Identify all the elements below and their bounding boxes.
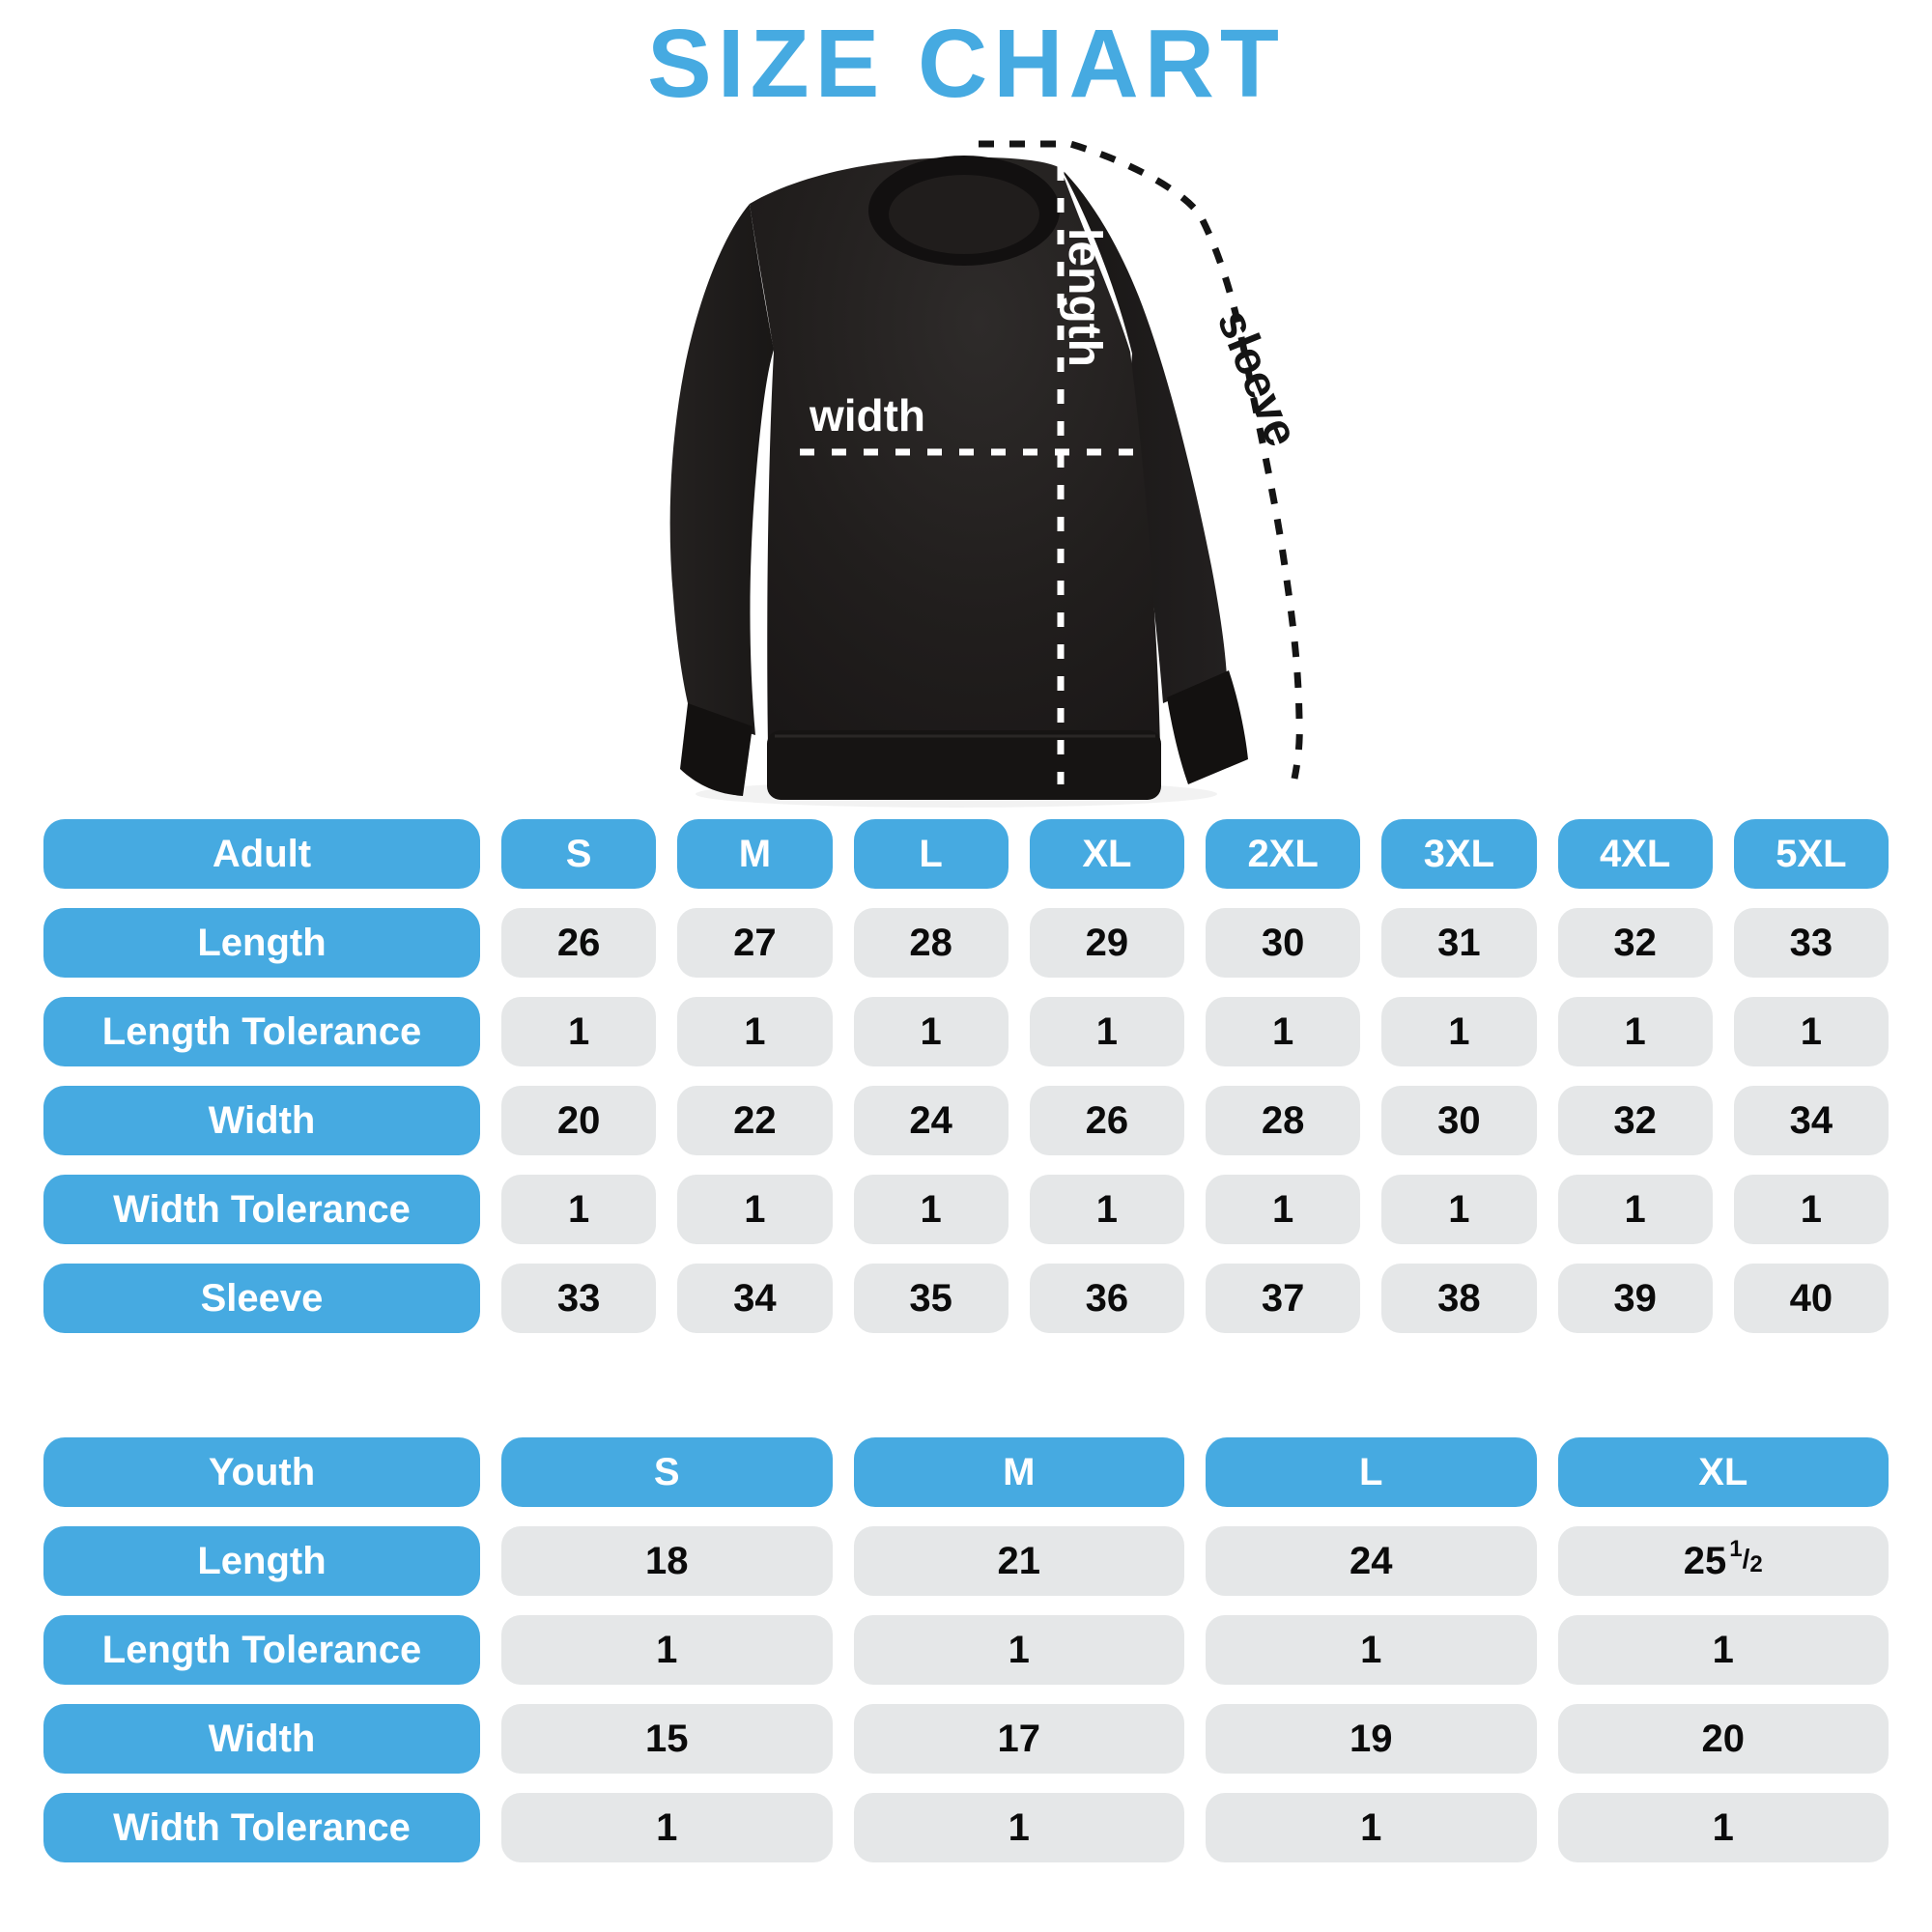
size-cell: 26 [1029,1086,1184,1155]
adult-size-header-xl: XL [1029,819,1184,889]
adult-size-table: Adult S M L XL 2XL 3XL 4XL 5XL Length 26… [43,819,1889,1333]
adult-size-header-l: L [853,819,1009,889]
size-cell: 20 [1557,1704,1889,1774]
size-cell: 39 [1557,1264,1713,1333]
youth-width-tolerance-row-label: Width Tolerance [43,1793,480,1862]
size-cell: 1 [677,1175,833,1244]
size-cell: 40 [1733,1264,1889,1333]
size-cell: 38 [1381,1264,1537,1333]
youth-size-header-xl: XL [1557,1437,1889,1507]
size-cell: 1 [1557,1175,1713,1244]
youth-length-tolerance-row-label: Length Tolerance [43,1615,480,1685]
adult-length-tolerance-row-label: Length Tolerance [43,997,480,1066]
size-cell: 1 [1557,1793,1889,1862]
size-cell: 1 [853,1615,1184,1685]
size-cell: 27 [677,908,833,978]
size-cell: 1 [853,1175,1009,1244]
size-cell: 1 [1206,1175,1361,1244]
adult-size-header-2xl: 2XL [1206,819,1361,889]
left-cuff [680,703,753,796]
adult-size-header-5xl: 5XL [1733,819,1889,889]
size-cell: 32 [1557,908,1713,978]
sleeve-label: sleeve [1208,303,1308,454]
size-cell: 25 1/2 [1557,1526,1889,1596]
youth-size-table: Youth S M L XL Length 18 21 24 25 1/2 Len… [43,1437,1889,1862]
size-cell: 32 [1557,1086,1713,1155]
youth-header-pill: Youth [43,1437,480,1507]
fraction-slash: / [1742,1544,1750,1574]
youth-size-header-l: L [1206,1437,1537,1507]
sweatshirt-illustration: width length sleeve [669,140,1308,808]
size-cell: 34 [677,1264,833,1333]
size-cell: 37 [1206,1264,1361,1333]
size-cell: 34 [1733,1086,1889,1155]
size-cell: 19 [1206,1704,1537,1774]
size-cell: 1 [1206,1793,1537,1862]
adult-size-header-s: S [501,819,657,889]
hem-band [767,730,1161,800]
size-cell: 1 [853,997,1009,1066]
youth-width-row-label: Width [43,1704,480,1774]
right-sleeve [1061,168,1227,703]
fraction-denominator: 2 [1749,1551,1763,1577]
adult-sleeve-row-label: Sleeve [43,1264,480,1333]
size-cell: 15 [501,1704,833,1774]
size-cell: 1 [1206,997,1361,1066]
adult-length-row-label: Length [43,908,480,978]
size-cell: 24 [1206,1526,1537,1596]
size-cell: 1 [1029,1175,1184,1244]
adult-size-header-3xl: 3XL [1381,819,1537,889]
adult-header-pill: Adult [43,819,480,889]
size-cell: 30 [1381,1086,1537,1155]
size-cell: 21 [853,1526,1184,1596]
size-cell: 33 [501,1264,657,1333]
size-cell: 1 [677,997,833,1066]
size-cell: 1 [1733,997,1889,1066]
size-cell: 1 [1381,1175,1537,1244]
size-cell: 1 [501,1175,657,1244]
adult-size-header-m: M [677,819,833,889]
sweatshirt-diagram: width length sleeve [502,112,1333,815]
adult-width-row-label: Width [43,1086,480,1155]
size-cell: 28 [853,908,1009,978]
youth-size-header-s: S [501,1437,833,1507]
length-label: length [1059,228,1110,367]
adult-width-tolerance-row-label: Width Tolerance [43,1175,480,1244]
size-cell: 1 [1206,1615,1537,1685]
size-cell: 28 [1206,1086,1361,1155]
page-title: SIZE CHART [647,10,1285,118]
size-cell: 1 [853,1793,1184,1862]
size-cell: 35 [853,1264,1009,1333]
size-cell: 1 [501,997,657,1066]
size-cell: 1 [1029,997,1184,1066]
size-cell: 26 [501,908,657,978]
size-cell: 30 [1206,908,1361,978]
size-cell: 24 [853,1086,1009,1155]
size-cell: 33 [1733,908,1889,978]
fraction-numerator: 1 [1729,1536,1743,1562]
size-cell: 1 [501,1615,833,1685]
size-cell: 29 [1029,908,1184,978]
youth-size-header-m: M [853,1437,1184,1507]
right-cuff [1167,670,1248,784]
left-sleeve [669,204,774,735]
size-cell: 1 [1557,997,1713,1066]
size-cell: 36 [1029,1264,1184,1333]
size-cell: 22 [677,1086,833,1155]
adult-size-header-4xl: 4XL [1557,819,1713,889]
width-label: width [809,390,925,440]
collar-inner [889,175,1039,254]
youth-length-row-label: Length [43,1526,480,1596]
size-cell: 18 [501,1526,833,1596]
size-cell: 1 [1381,997,1537,1066]
size-cell: 1 [1733,1175,1889,1244]
size-cell: 20 [501,1086,657,1155]
sleeve-measure-line [979,140,1303,780]
size-cell: 1 [1557,1615,1889,1685]
size-cell: 17 [853,1704,1184,1774]
size-cell: 31 [1381,908,1537,978]
size-cell: 1 [501,1793,833,1862]
